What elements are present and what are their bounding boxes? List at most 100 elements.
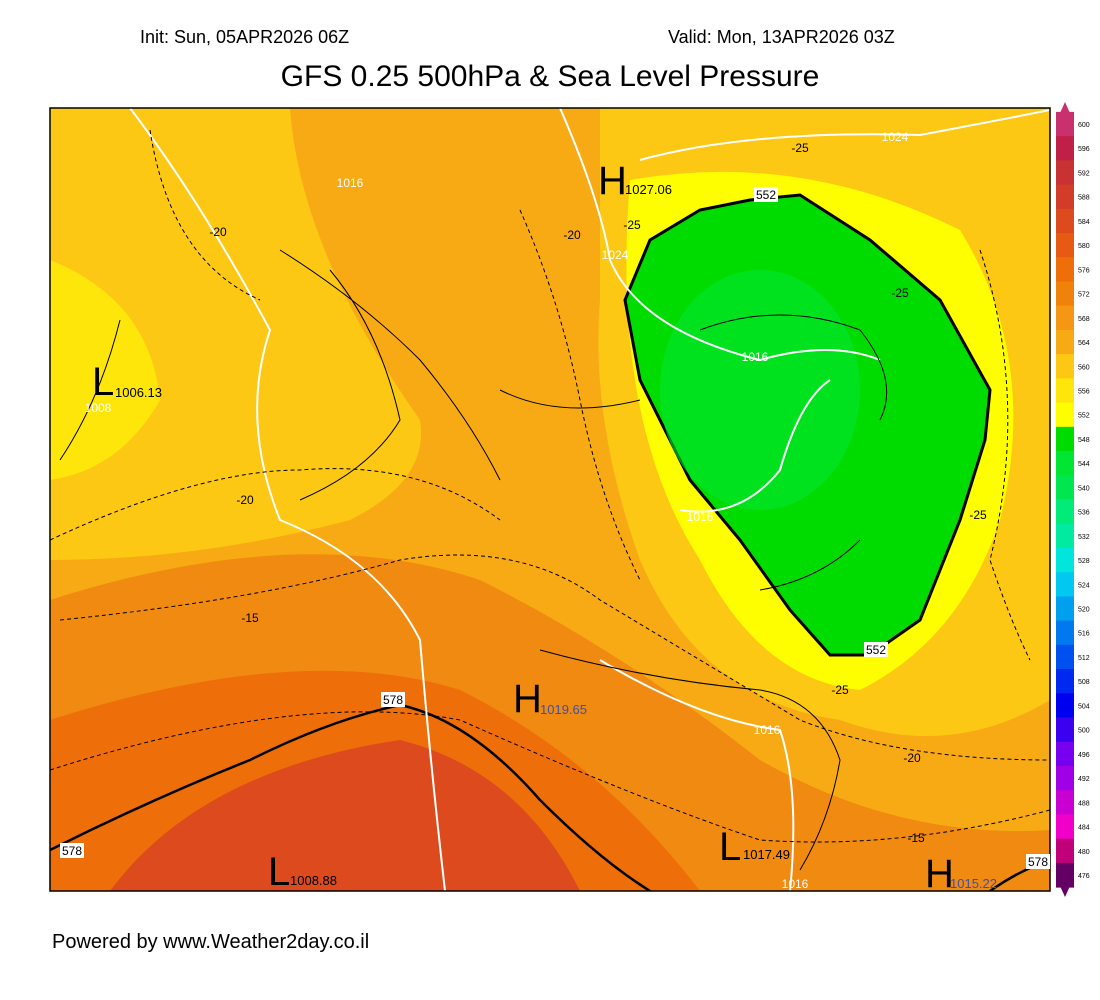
colorbar-label: 500 <box>1078 728 1090 735</box>
colorbar-label: 480 <box>1078 849 1090 856</box>
pressure-center-value: 1015.22 <box>950 876 997 891</box>
colorbar-label: 556 <box>1078 388 1090 395</box>
colorbar-swatch <box>1056 572 1074 597</box>
contour-label: -15 <box>907 831 925 845</box>
colorbar-swatch <box>1056 208 1074 234</box>
contour-label: -20 <box>563 228 581 242</box>
colorbar-label: 536 <box>1078 510 1090 517</box>
colorbar-label: 544 <box>1078 461 1090 468</box>
pressure-center-value: 1019.65 <box>540 702 587 717</box>
colorbar-label: 516 <box>1078 631 1090 638</box>
colorbar-swatch <box>1056 547 1074 573</box>
contour-label: -25 <box>791 141 809 155</box>
map-frame <box>49 107 1051 892</box>
colorbar-swatch <box>1056 838 1074 864</box>
colorbar-label: 496 <box>1078 752 1090 759</box>
colorbar-label: 492 <box>1078 776 1090 783</box>
colorbar-swatch <box>1056 862 1074 888</box>
contour-label-box <box>864 642 888 657</box>
colorbar-label: 476 <box>1078 873 1090 880</box>
colorbar-swatch <box>1056 790 1074 815</box>
contour-label: 1008 <box>85 401 112 415</box>
colorbar-swatch <box>1056 596 1074 622</box>
contour-label: 1024 <box>602 248 629 262</box>
contour-label: -25 <box>969 508 987 522</box>
colorbar-swatch <box>1056 741 1074 767</box>
colorbar-label: 580 <box>1078 243 1090 250</box>
contour-label: -25 <box>831 683 849 697</box>
colorbar-label: 528 <box>1078 558 1090 565</box>
colorbar-swatch <box>1056 305 1074 331</box>
pressure-center-value: 1006.13 <box>115 385 162 400</box>
pressure-center-value: 1017.49 <box>743 847 790 862</box>
contour-label: 1016 <box>782 877 809 891</box>
colorbar-swatch <box>1056 523 1074 549</box>
contour-label: -25 <box>623 218 641 232</box>
contour-label: 578 <box>383 693 403 707</box>
contour-label: 1016 <box>742 350 769 364</box>
init-time: Init: Sun, 05APR2026 06Z <box>140 27 349 47</box>
colorbar-label: 596 <box>1078 146 1090 153</box>
pressure-center-letter: H <box>598 159 627 203</box>
pressure-center-letter: L <box>719 825 741 869</box>
contour-label: 578 <box>62 844 82 858</box>
colorbar-label: 524 <box>1078 582 1090 589</box>
colorbar-label: 584 <box>1078 219 1090 226</box>
pressure-center-value: 1027.06 <box>625 182 672 197</box>
colorbar-label: 488 <box>1078 800 1090 807</box>
colorbar-label: 484 <box>1078 825 1090 832</box>
colorbar-swatch <box>1056 136 1074 161</box>
colorbar-label: 572 <box>1078 292 1090 299</box>
colorbar-label: 548 <box>1078 437 1090 444</box>
contour-label: 1016 <box>754 723 781 737</box>
colorbar-swatch <box>1056 620 1074 646</box>
contour-label: 578 <box>1028 855 1048 869</box>
contour-label-box <box>381 692 405 707</box>
contour-label: -20 <box>236 493 254 507</box>
colorbar-swatch <box>1056 354 1074 379</box>
colorbar-label: 600 <box>1078 122 1090 129</box>
pressure-center-letter: H <box>925 852 954 896</box>
contour-label: 1016 <box>687 510 714 524</box>
colorbar-label: 564 <box>1078 340 1090 347</box>
colorbar-label: 504 <box>1078 703 1090 710</box>
contour-label: 552 <box>866 643 886 657</box>
colorbar-swatch <box>1056 693 1074 719</box>
colorbar-swatch <box>1056 378 1074 404</box>
colorbar-label: 592 <box>1078 170 1090 177</box>
contour-label-box <box>754 187 778 202</box>
colorbar-swatch <box>1056 257 1074 282</box>
colorbar-swatch <box>1056 717 1074 743</box>
valid-time: Valid: Mon, 13APR2026 03Z <box>668 27 895 47</box>
colorbar-swatch <box>1056 814 1074 840</box>
pressure-center-letter: L <box>92 360 114 404</box>
contour-label: 552 <box>756 188 776 202</box>
footer-credit: Powered by www.Weather2day.co.il <box>52 931 369 953</box>
colorbar-label: 532 <box>1078 534 1090 541</box>
contour-label: -25 <box>891 286 909 300</box>
colorbar-label: 560 <box>1078 364 1090 371</box>
colorbar-label: 568 <box>1078 316 1090 323</box>
colorbar-swatch <box>1056 669 1074 694</box>
contour-label: 1024 <box>882 130 909 144</box>
contour-label: 1016 <box>337 176 364 190</box>
colorbar-swatch <box>1056 233 1074 258</box>
colorbar-swatch <box>1056 402 1074 428</box>
pressure-center-letter: L <box>268 850 290 894</box>
colorbar-swatch <box>1056 426 1074 452</box>
colorbar-swatch <box>1056 499 1074 525</box>
pressure-center-value: 1008.88 <box>290 873 337 888</box>
colorbar-label: 508 <box>1078 679 1090 686</box>
contour-label: -15 <box>241 611 259 625</box>
contour-label: -20 <box>209 225 227 239</box>
map-area <box>50 108 1050 891</box>
contour-label-box <box>60 843 84 858</box>
colorbar-label: 552 <box>1078 413 1090 420</box>
contour-label-box <box>1026 854 1050 869</box>
colorbar-swatch <box>1056 475 1074 500</box>
contour-label: -20 <box>903 751 921 765</box>
colorbar-label: 520 <box>1078 607 1090 614</box>
colorbar-swatch <box>1056 111 1074 137</box>
